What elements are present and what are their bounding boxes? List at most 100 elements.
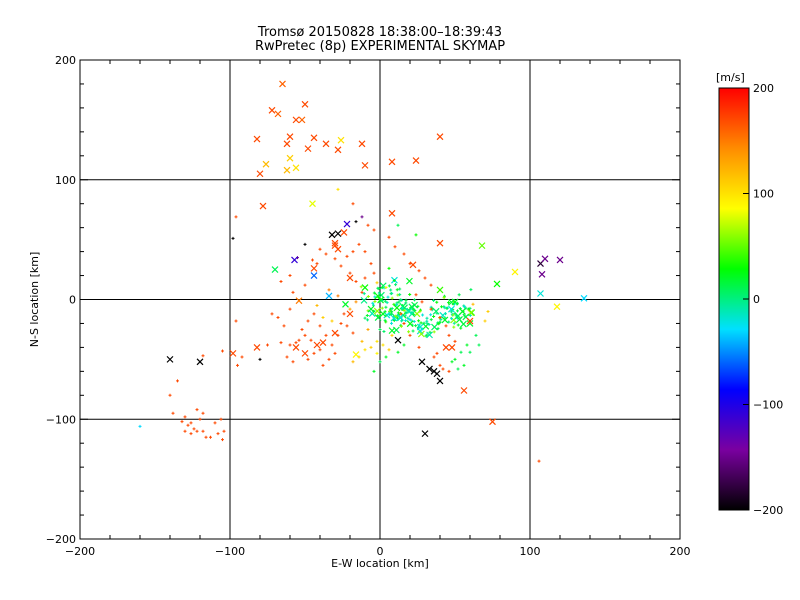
scatter-dot [375, 281, 379, 285]
scatter-cross [373, 307, 381, 315]
scatter-dot [324, 252, 328, 256]
scatter-cross [298, 116, 306, 124]
scatter-dot [423, 276, 427, 280]
scatter-dot [330, 319, 334, 323]
chart-title: Tromsø 20150828 18:38:00–18:39:43 [257, 25, 503, 40]
scatter-dot [385, 301, 389, 305]
scatter-dot [395, 303, 399, 307]
scatter-dot [456, 323, 460, 327]
scatter-dot [432, 299, 436, 303]
scatter-dot [389, 292, 393, 296]
scatter-dot [363, 276, 367, 280]
scatter-dot [414, 324, 418, 328]
scatter-cross [271, 266, 279, 273]
scatter-dot [390, 333, 394, 337]
scatter-dot [279, 280, 283, 284]
scatter-dot [378, 360, 382, 364]
scatter-cross [361, 161, 369, 169]
scatter-dot [428, 330, 432, 334]
x-tick-label: 200 [670, 545, 691, 558]
scatter-cross [537, 290, 544, 297]
scatter-dot [360, 339, 364, 343]
scatter-cross [361, 284, 369, 291]
scatter-cross [447, 305, 455, 313]
scatter-dot [371, 301, 375, 305]
scatter-dot [417, 319, 421, 323]
scatter-dot [445, 306, 449, 310]
scatter-dot [396, 223, 400, 227]
scatter-dot [402, 308, 406, 312]
scatter-cross [408, 303, 416, 311]
scatter-dot [318, 324, 322, 328]
scatter-cross [283, 166, 291, 174]
scatter-cross [489, 418, 496, 426]
scatter-dot [288, 274, 292, 278]
scatter-dot [390, 306, 394, 310]
scatter-dot [413, 298, 417, 302]
scatter-dot [377, 291, 381, 295]
scatter-dot [213, 421, 217, 425]
scatter-dot [345, 324, 349, 328]
scatter-cross [460, 320, 467, 328]
scatter-dot [425, 333, 429, 337]
scatter-cross [286, 133, 294, 141]
scatter-dot [429, 318, 433, 322]
scatter-dot [180, 420, 184, 424]
scatter-dot [351, 202, 355, 206]
scatter-dot [339, 321, 343, 325]
scatter-dot [381, 343, 385, 347]
scatter-dot [447, 320, 451, 324]
scatter-cross [367, 305, 375, 313]
scatter-dot [414, 233, 418, 237]
scatter-dot [537, 459, 541, 463]
scatter-dot [357, 242, 361, 246]
y-tick-label: −200 [46, 533, 76, 546]
y-tick-label: 0 [69, 294, 76, 307]
scatter-cross [166, 355, 174, 363]
scatter-dot [439, 317, 443, 321]
scatter-cross [334, 245, 342, 253]
scatter-cross [388, 158, 396, 166]
scatter-dot [315, 262, 319, 266]
scatter-dot [315, 303, 319, 307]
scatter-dot [339, 264, 343, 268]
scatter-cross [352, 351, 360, 359]
scatter-dot [390, 312, 394, 316]
scatter-dot [351, 250, 355, 254]
scatter-cross [304, 145, 312, 153]
scatter-dot [384, 305, 388, 309]
scatter-cross [466, 320, 474, 327]
scatter-dot [231, 236, 235, 240]
scatter-dot [366, 327, 370, 331]
scatter-dot [447, 333, 451, 337]
scatter-cross [441, 316, 449, 324]
scatter-dot [398, 287, 402, 291]
scatter-cross [388, 327, 396, 335]
scatter-dot [418, 309, 422, 313]
scatter-dot [404, 301, 408, 305]
scatter-dot [195, 408, 199, 412]
scatter-dot [399, 324, 403, 328]
scatter-dot [469, 288, 473, 292]
scatter-cross [379, 310, 387, 318]
scatter-dot [294, 341, 298, 345]
scatter-dot [452, 325, 456, 329]
scatter-dot [221, 438, 224, 442]
scatter-dot [412, 312, 416, 316]
scatter-dot [468, 306, 472, 310]
scatter-dot [321, 315, 325, 319]
scatter-dot [427, 322, 431, 326]
scatter-dot [318, 348, 322, 352]
scatter-dot [432, 315, 436, 319]
scatter-dot [432, 330, 436, 334]
scatter-dot [372, 369, 376, 373]
colorbar-tick-label: −200 [753, 504, 783, 517]
y-axis-label: N-S location [km] [28, 252, 41, 348]
scatter-dot [453, 339, 457, 343]
scatter-cross [331, 329, 339, 337]
scatter-cross [334, 230, 342, 238]
scatter-dot [342, 312, 346, 316]
scatter-cross [436, 286, 444, 294]
scatter-dot [388, 307, 392, 311]
scatter-dot [351, 331, 355, 335]
